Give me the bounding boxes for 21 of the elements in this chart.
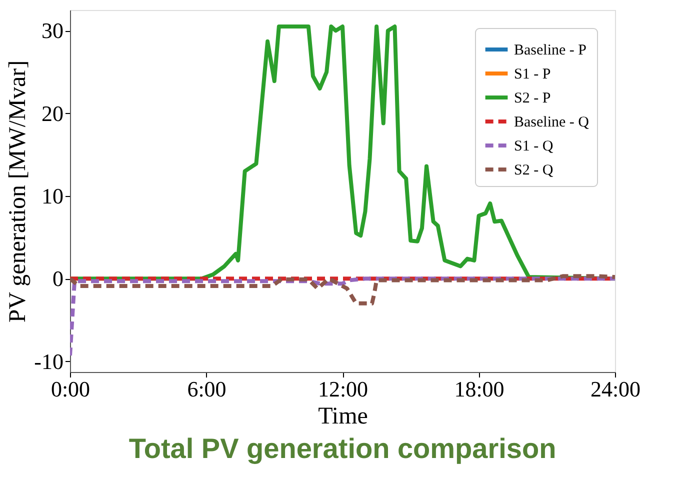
x-tick-label: 18:00 bbox=[454, 376, 504, 402]
text: Total PV generation comparison bbox=[128, 433, 556, 464]
y-tick-label: 10 bbox=[42, 183, 64, 208]
legend-label: S2 - Q bbox=[514, 162, 554, 178]
x-tick-label: 12:00 bbox=[318, 376, 368, 402]
line-series bbox=[70, 276, 615, 358]
legend-label: S1 - Q bbox=[514, 138, 554, 154]
legend-label: Baseline - Q bbox=[514, 114, 590, 130]
legend-label: Baseline - P bbox=[514, 42, 586, 58]
legend-label: S2 - P bbox=[514, 90, 551, 106]
y-axis-title: PV generation [MW/Mvar] bbox=[5, 60, 32, 323]
x-axis-title: Time bbox=[318, 404, 368, 430]
y-tick-label: 20 bbox=[42, 100, 64, 126]
x-tick-label: 24:00 bbox=[590, 376, 641, 402]
x-tick-label: 0:00 bbox=[50, 376, 90, 402]
y-tick-label: -10 bbox=[34, 348, 64, 374]
y-tick-label: 30 bbox=[42, 18, 64, 44]
legend-label: S1 - P bbox=[514, 66, 551, 82]
line-series bbox=[70, 274, 615, 306]
x-tick-label: 6:00 bbox=[187, 376, 226, 402]
y-tick-label: 0 bbox=[52, 266, 64, 292]
